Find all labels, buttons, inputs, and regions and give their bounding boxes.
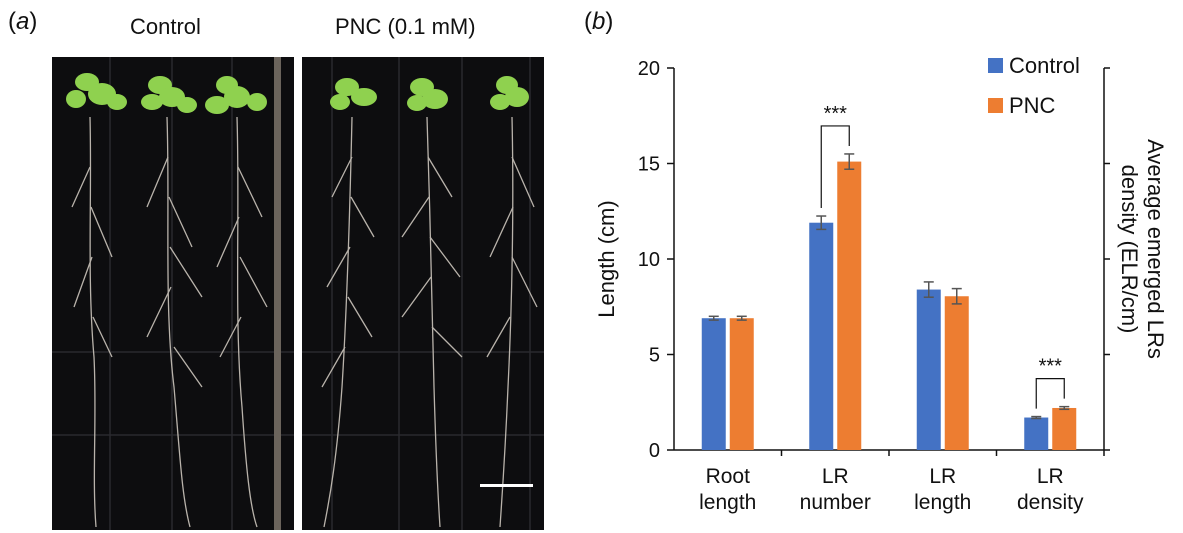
legend-label: PNC — [1009, 93, 1056, 118]
bar — [837, 161, 862, 450]
y-tick-label: 15 — [638, 154, 660, 176]
x-tick-label: LR — [822, 465, 849, 488]
bar — [809, 222, 834, 450]
bar — [916, 289, 941, 450]
photo-title-pnc: PNC (0.1 mM) — [335, 14, 476, 39]
panel-b-paren-open: ( — [584, 8, 592, 35]
legend-swatch — [988, 58, 1003, 73]
x-tick-label: LR — [929, 465, 956, 488]
panel-a-label: (a) — [8, 8, 37, 36]
bar — [944, 296, 969, 450]
bar — [701, 318, 726, 450]
panel-a-paren-close: ) — [29, 8, 38, 35]
photo-title-control: Control — [130, 14, 201, 39]
y-tick-label: 5 — [649, 345, 660, 367]
y2-axis-label: Average emerged LRs — [1143, 139, 1168, 359]
x-tick-label: length — [914, 491, 971, 514]
x-tick-label: length — [699, 491, 756, 514]
y-tick-label: 20 — [638, 58, 660, 80]
bar — [1052, 407, 1077, 450]
legend-swatch — [988, 98, 1003, 113]
significance-bracket — [820, 125, 850, 209]
seedling-photo-pnc — [302, 57, 544, 530]
seedling-photo-pnc-image — [302, 57, 544, 530]
panel-b-paren-close: ) — [605, 8, 614, 35]
seedling-photo-control — [52, 57, 294, 530]
bar-chart: 0 5 10 15 20 Root length LR number LR length LR dens… — [594, 53, 1168, 514]
y-tick-label: 10 — [638, 249, 660, 271]
x-tick-label: density — [1017, 491, 1084, 514]
significance-bracket — [1035, 378, 1065, 409]
x-tick-label: Root — [706, 465, 751, 488]
panel-a-letter: a — [16, 8, 30, 35]
significance-label: *** — [824, 103, 848, 125]
panel-b-label: (b) — [584, 8, 613, 36]
legend-label: Control — [1009, 53, 1080, 78]
y2-axis-label: density (ELR/cm) — [1117, 165, 1142, 334]
bar — [729, 318, 754, 450]
y-axis-label: Length (cm) — [594, 200, 619, 317]
significance-label: *** — [1039, 356, 1063, 378]
panel-a-paren-open: ( — [8, 8, 16, 35]
x-tick-label: LR — [1037, 465, 1064, 488]
seedling-photo-control-image — [52, 57, 294, 530]
x-tick-label: number — [800, 491, 871, 514]
y-tick-label: 0 — [649, 440, 660, 462]
bar — [1024, 417, 1049, 450]
panel-b-letter: b — [592, 8, 606, 35]
